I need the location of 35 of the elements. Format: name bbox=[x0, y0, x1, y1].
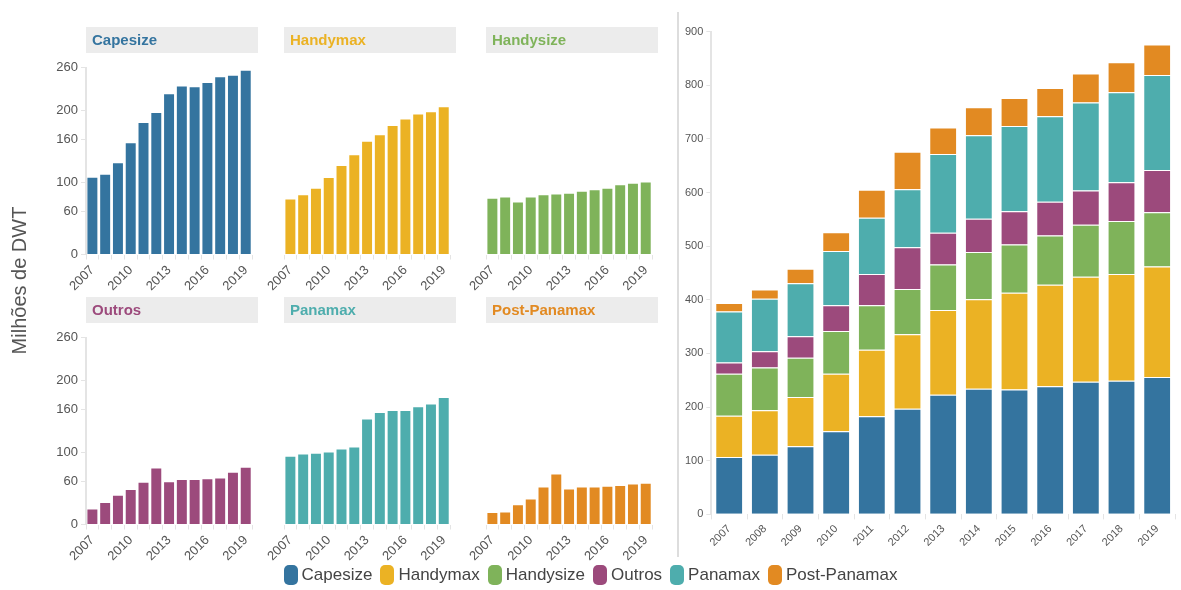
legend-label: Handymax bbox=[398, 565, 480, 585]
chart-title: Capesize bbox=[86, 27, 259, 53]
chart-title: Post-Panamax bbox=[486, 297, 659, 323]
legend-label: Handysize bbox=[505, 565, 586, 585]
y-tick-label: 500 bbox=[684, 239, 704, 252]
chart-title: Panamax bbox=[284, 297, 457, 323]
y-tick-label: 260 bbox=[56, 329, 78, 345]
chart-title: Handysize bbox=[486, 27, 659, 53]
y-tick-label: 200 bbox=[56, 372, 78, 388]
y-tick-label: 0 bbox=[70, 516, 78, 532]
y-tick-label: 100 bbox=[56, 174, 78, 190]
chart-title: Handymax bbox=[284, 27, 457, 53]
chart-title: Outros bbox=[86, 297, 259, 323]
y-tick-label: 400 bbox=[684, 292, 704, 305]
legend-label: Outros bbox=[611, 565, 663, 585]
y-tick-label: 100 bbox=[56, 444, 78, 460]
y-tick-label: 60 bbox=[63, 203, 78, 219]
y-tick-label: 900 bbox=[684, 24, 704, 37]
y-axis-title: Milhões de DWT bbox=[8, 206, 32, 354]
y-tick-label: 100 bbox=[684, 453, 704, 466]
y-tick-label: 600 bbox=[684, 185, 704, 198]
y-tick-label: 700 bbox=[684, 131, 704, 144]
y-tick-label: 160 bbox=[56, 401, 78, 417]
y-tick-label: 300 bbox=[684, 346, 704, 359]
legend-label: Capesize bbox=[301, 565, 373, 585]
y-tick-label: 0 bbox=[697, 507, 704, 520]
legend-label: Post-Panamax bbox=[785, 565, 898, 585]
y-tick-label: 60 bbox=[63, 473, 78, 489]
y-tick-label: 160 bbox=[56, 131, 78, 147]
y-tick-label: 200 bbox=[56, 102, 78, 118]
y-tick-label: 260 bbox=[56, 59, 78, 75]
y-tick-label: 800 bbox=[684, 78, 704, 91]
y-tick-label: 0 bbox=[70, 246, 78, 262]
legend-label: Panamax bbox=[688, 565, 760, 585]
y-tick-label: 200 bbox=[684, 400, 704, 413]
